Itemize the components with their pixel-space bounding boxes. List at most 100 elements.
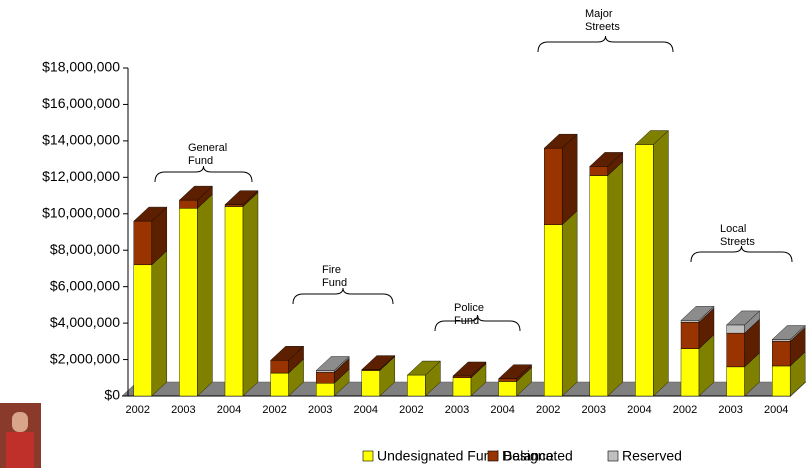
y-tick-label: $14,000,000 xyxy=(42,132,120,148)
bar-segment xyxy=(133,250,168,397)
bar-segment xyxy=(133,206,168,266)
bar-top xyxy=(498,364,533,379)
legend-swatch xyxy=(362,450,374,462)
bar-segment xyxy=(680,305,715,323)
bar-segment xyxy=(726,310,761,334)
bar-side xyxy=(197,193,213,397)
bar xyxy=(498,378,517,382)
annotation-brace xyxy=(434,314,521,332)
bar-segment xyxy=(178,193,213,397)
bar xyxy=(270,372,289,397)
bar-top xyxy=(270,346,305,361)
speaker-photo-body xyxy=(6,432,34,468)
bar-top xyxy=(452,361,487,377)
bar xyxy=(680,322,700,349)
annotation-brace xyxy=(154,165,253,183)
bar-side xyxy=(562,210,578,397)
bar xyxy=(179,208,198,397)
annotation-text: Local xyxy=(720,223,746,235)
bar-top xyxy=(543,133,578,149)
bar-side xyxy=(242,192,259,397)
bar xyxy=(224,204,244,207)
annotation-text: Fund xyxy=(454,315,479,327)
bar-top xyxy=(133,206,168,222)
bar xyxy=(407,374,426,397)
bar xyxy=(589,166,608,176)
bar xyxy=(179,199,198,209)
bar-segment xyxy=(178,185,213,209)
bar xyxy=(635,144,654,397)
bar xyxy=(726,324,745,334)
bar-segment xyxy=(224,192,259,397)
bar-top xyxy=(726,310,761,326)
x-tick-label: 2004 xyxy=(490,404,514,416)
bar-top xyxy=(361,355,396,370)
bar xyxy=(544,224,563,397)
bar xyxy=(772,341,791,367)
annotation-text: Fire xyxy=(322,264,341,276)
bar-segment xyxy=(589,161,624,397)
annotation-brace xyxy=(292,287,394,305)
annotation-text: Police xyxy=(454,302,484,314)
y-tick-label: $16,000,000 xyxy=(42,95,120,111)
bar xyxy=(726,366,745,397)
y-tick-label: $4,000,000 xyxy=(50,314,120,330)
bar xyxy=(772,339,791,342)
bar-top xyxy=(771,325,806,340)
x-tick-label: 2003 xyxy=(171,404,195,416)
bar xyxy=(498,381,517,397)
x-tick-label: 2003 xyxy=(308,404,332,416)
bar-top xyxy=(315,356,350,371)
bar-segment xyxy=(452,361,487,379)
y-tick-label: $8,000,000 xyxy=(50,241,120,257)
bar-segment xyxy=(634,130,669,397)
y-tick-label: $12,000,000 xyxy=(42,168,120,184)
bar-segment xyxy=(361,355,396,371)
bar-side xyxy=(607,161,623,397)
x-tick-label: 2002 xyxy=(673,404,697,416)
annotation-text: Streets xyxy=(585,21,620,33)
bar-segment xyxy=(224,190,259,207)
x-tick-label: 2003 xyxy=(445,404,469,416)
y-tick-label: $2,000,000 xyxy=(50,350,120,366)
bar xyxy=(452,375,472,378)
bar-side xyxy=(653,130,669,397)
x-tick-label: 2004 xyxy=(217,404,241,416)
bar-top xyxy=(406,360,441,376)
x-tick-label: 2002 xyxy=(126,404,150,416)
bar-top xyxy=(680,306,715,321)
x-tick-label: 2002 xyxy=(262,404,286,416)
y-tick-label: $0 xyxy=(104,387,120,403)
bar xyxy=(270,360,289,374)
bar xyxy=(133,264,153,397)
y-tick-label: $18,000,000 xyxy=(42,59,120,75)
bar-side xyxy=(151,250,168,397)
y-tick-label: $6,000,000 xyxy=(50,277,120,293)
bar-side xyxy=(562,133,578,226)
bar-segment xyxy=(589,151,624,176)
bar xyxy=(316,372,335,384)
bar xyxy=(544,147,563,225)
annotation-text: General xyxy=(188,142,227,154)
legend-label: Undesignated Fund Balance xyxy=(377,448,554,464)
bar-top xyxy=(634,130,669,145)
bar xyxy=(361,370,380,397)
bar-segment xyxy=(543,133,578,226)
bar-top xyxy=(224,190,259,205)
annotation-text: Major xyxy=(585,8,613,20)
bar xyxy=(726,332,745,368)
legend-swatch xyxy=(607,450,619,462)
annotation-text: Fund xyxy=(322,277,347,289)
bar-segment xyxy=(315,356,350,373)
x-tick-label: 2003 xyxy=(718,404,742,416)
bar-top xyxy=(178,185,213,201)
bar xyxy=(680,348,700,397)
bar-segment xyxy=(406,360,441,397)
x-tick-label: 2002 xyxy=(399,404,423,416)
bar xyxy=(452,377,472,397)
speaker-photo-face xyxy=(12,412,28,432)
bar xyxy=(316,370,335,373)
bar-top xyxy=(589,152,624,167)
bar-segment xyxy=(498,364,533,382)
